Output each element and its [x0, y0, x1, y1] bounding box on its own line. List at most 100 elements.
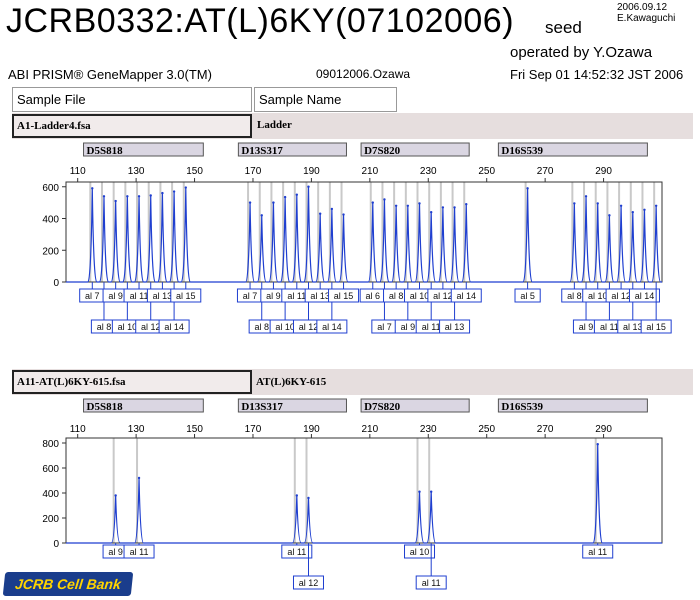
marker-label: D5S818: [87, 145, 124, 157]
x-tick-label: 130: [128, 166, 145, 177]
allele-text: al 10: [588, 291, 608, 301]
allele-text: al 8: [97, 322, 112, 332]
allele-text: al 15: [176, 291, 196, 301]
peak-point: [608, 214, 611, 217]
peak-point: [573, 202, 576, 205]
allele-label: al 11: [281, 282, 313, 303]
peak-point: [248, 201, 252, 204]
allele-text: al 13: [623, 322, 643, 332]
column-header-sample-file[interactable]: Sample File: [12, 87, 252, 112]
allele-text: al 10: [275, 322, 295, 332]
allele-text: al 10: [118, 322, 138, 332]
allele-label: al 10: [404, 282, 436, 303]
marker-d7s820: D7S820: [360, 142, 470, 157]
allele-label: al 8: [90, 282, 118, 334]
y-tick-label: 600: [42, 183, 59, 194]
x-tick-label: 250: [478, 424, 495, 435]
allele-text: al 6: [366, 291, 381, 301]
page-title: JCRB0332:AT(L)6KY(07102006): [6, 2, 515, 40]
peak-point: [283, 195, 287, 199]
peak-point: [307, 185, 310, 188]
allele-text: al 5: [520, 291, 535, 301]
peak-point: [429, 490, 433, 493]
allele-text: al 14: [322, 322, 342, 332]
peak-point: [596, 202, 599, 205]
allele-text: al 12: [299, 578, 319, 588]
peak-point: [272, 201, 275, 204]
peak-point: [172, 190, 176, 193]
x-tick-label: 290: [595, 166, 612, 177]
marker-d16s539: D16S539: [497, 142, 648, 157]
allele-label: al 14: [628, 282, 660, 303]
allele-text: al 11: [422, 578, 441, 588]
x-tick-label: 270: [537, 424, 554, 435]
peak-point: [619, 204, 623, 208]
allele-text: al 13: [445, 322, 465, 332]
x-tick-label: 150: [186, 166, 203, 177]
allele-label: al 9: [394, 282, 421, 334]
peak-point: [406, 204, 410, 208]
allele-box: [640, 319, 672, 334]
peak-point: [643, 208, 646, 211]
allele-label: al 7: [236, 282, 264, 303]
allele-text: al 13: [310, 291, 330, 301]
operator-label: operated by Y.Ozawa: [510, 44, 653, 61]
allele-label: al 14: [450, 282, 482, 303]
allele-label: al 15: [170, 282, 202, 303]
allele-text: al 15: [334, 291, 354, 301]
peak-point: [91, 187, 94, 190]
marker-bar: [237, 142, 347, 157]
allele-text: al 12: [611, 291, 631, 301]
peak-point: [465, 203, 468, 206]
allele-label: al 14: [158, 282, 190, 334]
x-tick-label: 210: [361, 424, 378, 435]
peak-point: [654, 204, 658, 208]
allele-text: al 11: [600, 322, 619, 332]
peak-point: [184, 186, 187, 189]
sample-name-2: AT(L)6KY-615: [256, 376, 327, 388]
allele-text: al 14: [635, 291, 655, 301]
peak-point: [260, 214, 263, 217]
allele-text: al 11: [287, 547, 306, 557]
marker-d5s818: D5S818: [83, 142, 204, 157]
sample-file-2[interactable]: A11-AT(L)6KY-615.fsa: [12, 370, 252, 394]
marker-bar: [360, 398, 470, 413]
allele-box: [404, 544, 436, 559]
peak-point: [114, 199, 117, 203]
y-tick-label: 400: [42, 215, 59, 226]
x-tick-label: 110: [70, 424, 86, 435]
allele-label: al 12: [292, 543, 324, 590]
allele-box: [292, 575, 324, 590]
allele-text: al 13: [153, 291, 173, 301]
allele-label: al 10: [404, 543, 436, 559]
allele-text: al 7: [85, 291, 100, 301]
marker-bar: [497, 398, 648, 413]
peak-point: [330, 207, 334, 211]
x-tick-label: 170: [245, 424, 262, 435]
x-tick-label: 170: [245, 166, 262, 177]
marker-label: D16S539: [501, 145, 543, 157]
peak-point: [137, 195, 141, 198]
peak-point: [418, 490, 421, 493]
column-header-sample-name[interactable]: Sample Name: [254, 87, 397, 112]
allele-text: al 8: [254, 322, 269, 332]
y-tick-label: 0: [53, 278, 59, 289]
allele-box: [328, 288, 360, 303]
peak-point: [584, 195, 588, 198]
allele-text: al 12: [141, 322, 161, 332]
y-tick-label: 600: [42, 464, 59, 475]
timestamp: Fri Sep 01 14:52:32 JST 2006: [510, 67, 684, 82]
marker-d13s317: D13S317: [237, 142, 347, 157]
allele-text: al 7: [377, 322, 392, 332]
allele-text: al 9: [579, 322, 594, 332]
peak-point: [453, 206, 456, 209]
marker-bar: [360, 142, 470, 157]
software-label: ABI PRISM® GeneMapper 3.0(TM): [8, 67, 212, 82]
peak-point: [295, 193, 299, 196]
y-tick-label: 0: [53, 539, 59, 550]
peak-point: [526, 187, 529, 190]
marker-label: D7S820: [364, 145, 401, 157]
allele-box: [514, 288, 541, 303]
sample-file-1[interactable]: A1-Ladder4.fsa: [12, 114, 252, 138]
allele-label: al 15: [328, 282, 360, 303]
